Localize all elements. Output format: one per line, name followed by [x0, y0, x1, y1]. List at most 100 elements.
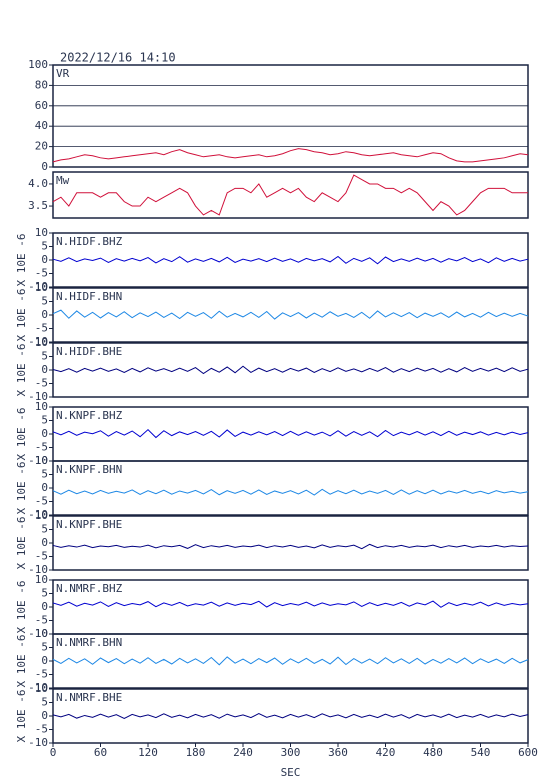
chart-title: 2022/12/16 14:10	[60, 51, 176, 65]
y-tick-label: -5	[35, 550, 48, 563]
panel-label: N.NMRF.BHN	[56, 636, 122, 649]
x-tick-label: 540	[471, 746, 491, 759]
panel-frame	[52, 579, 529, 635]
trace	[52, 543, 529, 550]
y-tick-label: -5	[35, 441, 48, 454]
trace	[52, 365, 529, 375]
y-tick-label: 5	[41, 350, 48, 363]
y-tick-label: 0	[41, 654, 48, 667]
y-tick-label: -5	[35, 377, 48, 390]
y-tick-label: 5	[41, 523, 48, 536]
panel-label: N.KNPF.BHE	[56, 518, 122, 531]
panel-label: N.KNPF.BHN	[56, 463, 122, 476]
y-axis-label: X 10E -6	[15, 517, 28, 570]
y-tick-label: 5	[41, 414, 48, 427]
y-tick-label: -5	[35, 723, 48, 736]
y-tick-label: 5	[41, 587, 48, 600]
y-axis-label: X 10E -6	[15, 344, 28, 397]
x-tick-label: 300	[281, 746, 301, 759]
y-tick-label: -10	[28, 280, 48, 293]
trace	[52, 488, 529, 496]
y-tick-label: 20	[35, 140, 48, 153]
y-axis-label: X 10E -6	[15, 289, 28, 342]
trace	[52, 174, 528, 216]
y-tick-label: 60	[35, 99, 48, 112]
y-tick-label: 10	[35, 509, 48, 522]
panel-label: N.NMRF.BHE	[56, 691, 122, 704]
y-tick-label: -10	[28, 736, 48, 749]
y-tick-label: 5	[41, 641, 48, 654]
y-tick-label: 5	[41, 295, 48, 308]
y-tick-label: -10	[28, 454, 48, 467]
y-tick-label: -5	[35, 267, 48, 280]
y-axis-label: X 10E -6	[15, 462, 28, 515]
y-tick-label: 10	[35, 400, 48, 413]
trace	[52, 148, 529, 163]
panel-frame	[52, 460, 529, 516]
y-tick-label: 0	[41, 253, 48, 266]
panel-frame	[52, 515, 529, 571]
x-tick-label: 240	[233, 746, 253, 759]
panel-label: N.HIDF.BHZ	[56, 235, 123, 248]
y-tick-label: -10	[28, 627, 48, 640]
panel-frame	[52, 406, 529, 462]
y-tick-label: 10	[35, 281, 48, 294]
x-tick-label: 480	[423, 746, 443, 759]
panel-frame	[52, 287, 529, 343]
x-axis-label: SEC	[281, 766, 301, 779]
panel-label: N.HIDF.BHE	[56, 345, 122, 358]
y-axis-label: X 10E -6	[15, 635, 28, 688]
y-tick-label: 10	[35, 573, 48, 586]
y-tick-label: 0	[41, 308, 48, 321]
panel-frame	[52, 342, 529, 398]
panel-frame	[52, 633, 529, 689]
panel-frame	[52, 688, 529, 744]
y-tick-label: 5	[41, 240, 48, 253]
y-tick-label: 10	[35, 226, 48, 239]
y-tick-label: 3.5	[28, 199, 48, 212]
y-tick-label: 40	[35, 119, 48, 132]
y-tick-label: 5	[41, 468, 48, 481]
y-tick-label: 10	[35, 627, 48, 640]
y-axis-label: X 10E -6	[15, 234, 28, 287]
y-tick-label: 80	[35, 78, 48, 91]
y-tick-label: 10	[35, 336, 48, 349]
y-tick-label: 5	[41, 696, 48, 709]
y-tick-label: 0	[41, 600, 48, 613]
y-tick-label: -5	[35, 614, 48, 627]
x-tick-label: 600	[518, 746, 538, 759]
y-tick-label: -10	[28, 390, 48, 403]
panel-frame	[52, 171, 529, 219]
x-tick-label: 180	[186, 746, 206, 759]
x-tick-label: 0	[50, 746, 57, 759]
y-tick-label: -5	[35, 495, 48, 508]
y-tick-label: 0	[41, 709, 48, 722]
x-tick-label: 420	[376, 746, 396, 759]
panel-frame	[52, 64, 529, 168]
trace	[52, 713, 529, 719]
y-tick-label: -10	[28, 335, 48, 348]
x-tick-label: 120	[138, 746, 158, 759]
panel-label: N.KNPF.BHZ	[56, 409, 123, 422]
trace	[52, 255, 529, 265]
y-tick-label: 0	[41, 363, 48, 376]
y-tick-label: -10	[28, 508, 48, 521]
panel-label: N.HIDF.BHN	[56, 290, 122, 303]
y-tick-label: 4.0	[28, 177, 48, 190]
panel-frame	[52, 232, 529, 288]
y-tick-label: 0	[41, 427, 48, 440]
x-tick-label: 360	[328, 746, 348, 759]
y-tick-label: -5	[35, 668, 48, 681]
y-tick-label: -10	[28, 681, 48, 694]
trace	[52, 656, 529, 666]
y-axis-label: X 10E -6	[15, 581, 28, 634]
y-axis-label: X 10E -6	[15, 690, 28, 743]
trace	[52, 428, 529, 439]
panel-label: N.NMRF.BHZ	[56, 582, 123, 595]
y-tick-label: -10	[28, 563, 48, 576]
y-tick-label: 10	[35, 682, 48, 695]
x-tick-label: 60	[94, 746, 107, 759]
y-tick-label: 100	[28, 58, 48, 71]
y-tick-label: 0	[41, 536, 48, 549]
